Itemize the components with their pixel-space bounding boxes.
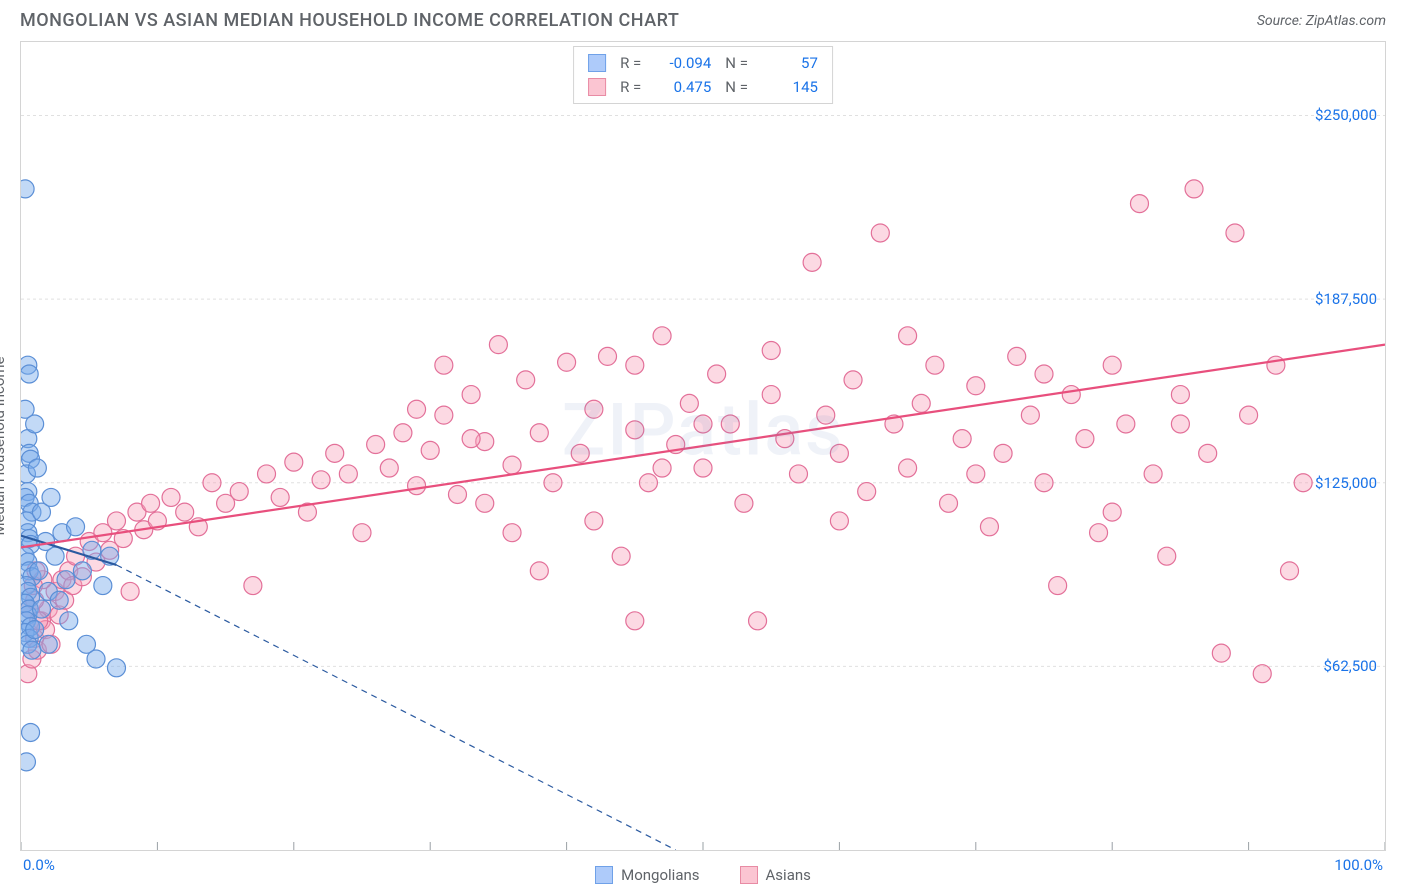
- chart-container: Median Household Income ZIPatlas R =-0.0…: [20, 41, 1386, 851]
- source-attribution: Source: ZipAtlas.com: [1257, 13, 1386, 29]
- chart-title: MONGOLIAN VS ASIAN MEDIAN HOUSEHOLD INCO…: [20, 10, 679, 31]
- stat-n-label: N =: [725, 75, 748, 99]
- stat-swatch-icon: [588, 54, 606, 72]
- correlation-stats-box: R = -0.094 N = 57 R = 0.475 N = 145: [573, 46, 833, 104]
- source-name: ZipAtlas.com: [1306, 13, 1386, 29]
- source-prefix: Source:: [1257, 13, 1306, 29]
- y-tick-label: $62,500: [1323, 657, 1377, 675]
- stat-n-label: N =: [725, 51, 748, 75]
- y-tick-label: $125,000: [1315, 474, 1377, 492]
- legend-swatch-icon: [595, 866, 613, 884]
- stat-n-value: 145: [762, 75, 818, 99]
- legend-swatch-icon: [740, 866, 758, 884]
- stat-n-value: 57: [762, 51, 818, 75]
- y-tick-label: $187,500: [1315, 290, 1377, 308]
- legend-label: Mongolians: [621, 866, 699, 884]
- scatter-plot: [21, 42, 1385, 850]
- stat-r-label: R =: [620, 51, 641, 75]
- stat-r-label: R =: [620, 75, 641, 99]
- y-tick-label: $250,000: [1315, 106, 1377, 124]
- stat-swatch-icon: [588, 78, 606, 96]
- stat-r-value: 0.475: [655, 75, 711, 99]
- legend-item: Mongolians: [595, 866, 699, 884]
- stat-row: R = -0.094 N = 57: [588, 51, 818, 75]
- stat-r-value: -0.094: [655, 51, 711, 75]
- y-axis-label: Median Household Income: [0, 356, 8, 535]
- legend-item: Asians: [740, 866, 811, 884]
- legend: Mongolians Asians: [21, 866, 1385, 884]
- legend-label: Asians: [766, 866, 811, 884]
- stat-row: R = 0.475 N = 145: [588, 75, 818, 99]
